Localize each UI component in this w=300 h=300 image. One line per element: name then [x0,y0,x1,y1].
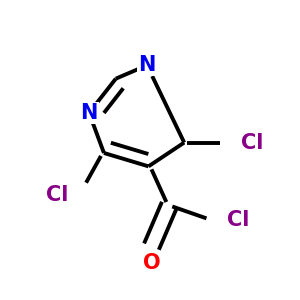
Text: Cl: Cl [241,133,263,153]
Text: N: N [80,103,98,123]
Text: Cl: Cl [46,184,68,205]
Text: Cl: Cl [227,210,250,230]
Text: O: O [143,253,160,272]
Text: N: N [138,55,156,75]
